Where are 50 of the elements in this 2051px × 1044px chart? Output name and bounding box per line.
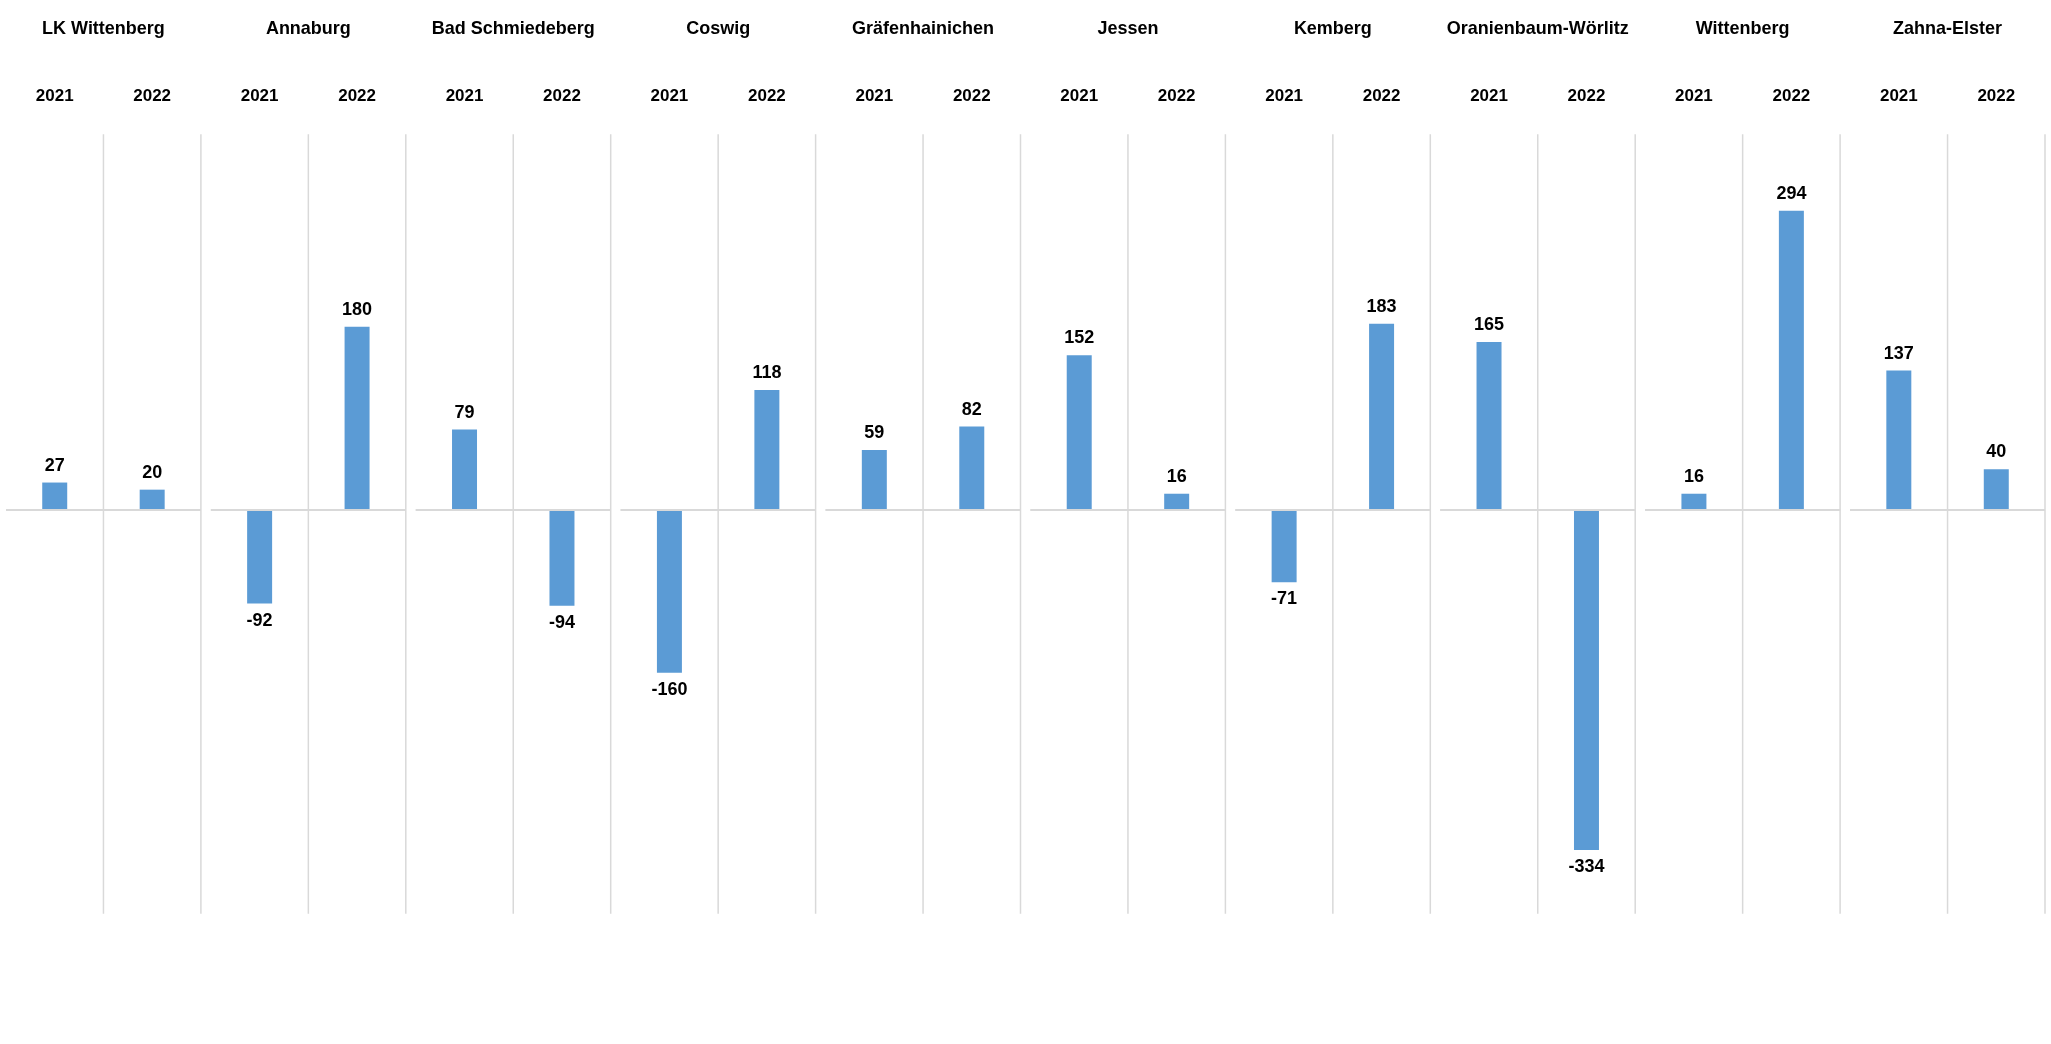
data-label: 294 bbox=[1776, 182, 1807, 203]
chart-title: Bad Schmiedeberg bbox=[431, 18, 595, 39]
chart-title: Jessen bbox=[1097, 18, 1159, 39]
x-tick-label: 2021 bbox=[650, 85, 689, 105]
data-label: 137 bbox=[1883, 342, 1914, 363]
x-tick-label: 2021 bbox=[1060, 85, 1099, 105]
data-label: 152 bbox=[1064, 327, 1095, 348]
data-label: -92 bbox=[246, 609, 273, 630]
data-label: -160 bbox=[651, 678, 688, 699]
data-label: -334 bbox=[1568, 855, 1605, 876]
chart-title: Coswig bbox=[686, 18, 751, 39]
x-tick-label: 2022 bbox=[1567, 85, 1606, 105]
data-label: 165 bbox=[1474, 314, 1505, 335]
data-label: 180 bbox=[342, 298, 373, 319]
data-label: 183 bbox=[1366, 295, 1397, 316]
chart-title: Wittenberg bbox=[1695, 18, 1790, 39]
x-tick-label: 2021 bbox=[1265, 85, 1304, 105]
chart-title: LK Wittenberg bbox=[42, 18, 165, 39]
x-tick-label: 2022 bbox=[133, 85, 172, 105]
x-tick-label: 2022 bbox=[338, 85, 376, 105]
data-label: 118 bbox=[752, 361, 782, 382]
data-label: -94 bbox=[548, 611, 575, 632]
data-label: 20 bbox=[142, 461, 163, 482]
chart-title: Gräfenhainichen bbox=[852, 18, 995, 39]
x-tick-label: 2021 bbox=[1879, 85, 1918, 105]
x-tick-label: 2021 bbox=[445, 85, 484, 105]
x-tick-label: 2021 bbox=[35, 85, 74, 105]
data-label: -71 bbox=[1271, 588, 1298, 609]
data-label: 40 bbox=[1986, 441, 2007, 462]
data-label: 79 bbox=[454, 401, 475, 422]
x-tick-label: 2021 bbox=[1470, 85, 1508, 105]
data-label: 27 bbox=[44, 454, 65, 475]
x-tick-label: 2021 bbox=[1675, 85, 1713, 105]
chart-title: Kemberg bbox=[1293, 18, 1372, 39]
x-tick-label: 2022 bbox=[543, 85, 581, 105]
x-tick-label: 2021 bbox=[855, 85, 894, 105]
chart-title: Zahna-Elster bbox=[1893, 18, 2003, 39]
data-label: 82 bbox=[961, 398, 982, 419]
chart-title: Oranienbaum-Wörlitz bbox=[1446, 18, 1629, 39]
x-tick-label: 2022 bbox=[1977, 85, 2016, 105]
x-tick-label: 2022 bbox=[1772, 85, 1811, 105]
data-label: 16 bbox=[1166, 465, 1187, 486]
x-tick-label: 2021 bbox=[240, 85, 279, 105]
x-tick-label: 2022 bbox=[1157, 85, 1196, 105]
data-label: 59 bbox=[864, 421, 885, 442]
chart-title: Annaburg bbox=[265, 18, 351, 39]
x-tick-label: 2022 bbox=[747, 85, 786, 105]
data-label: 16 bbox=[1683, 465, 1704, 486]
x-tick-label: 2022 bbox=[1362, 85, 1401, 105]
x-tick-label: 2022 bbox=[952, 85, 991, 105]
